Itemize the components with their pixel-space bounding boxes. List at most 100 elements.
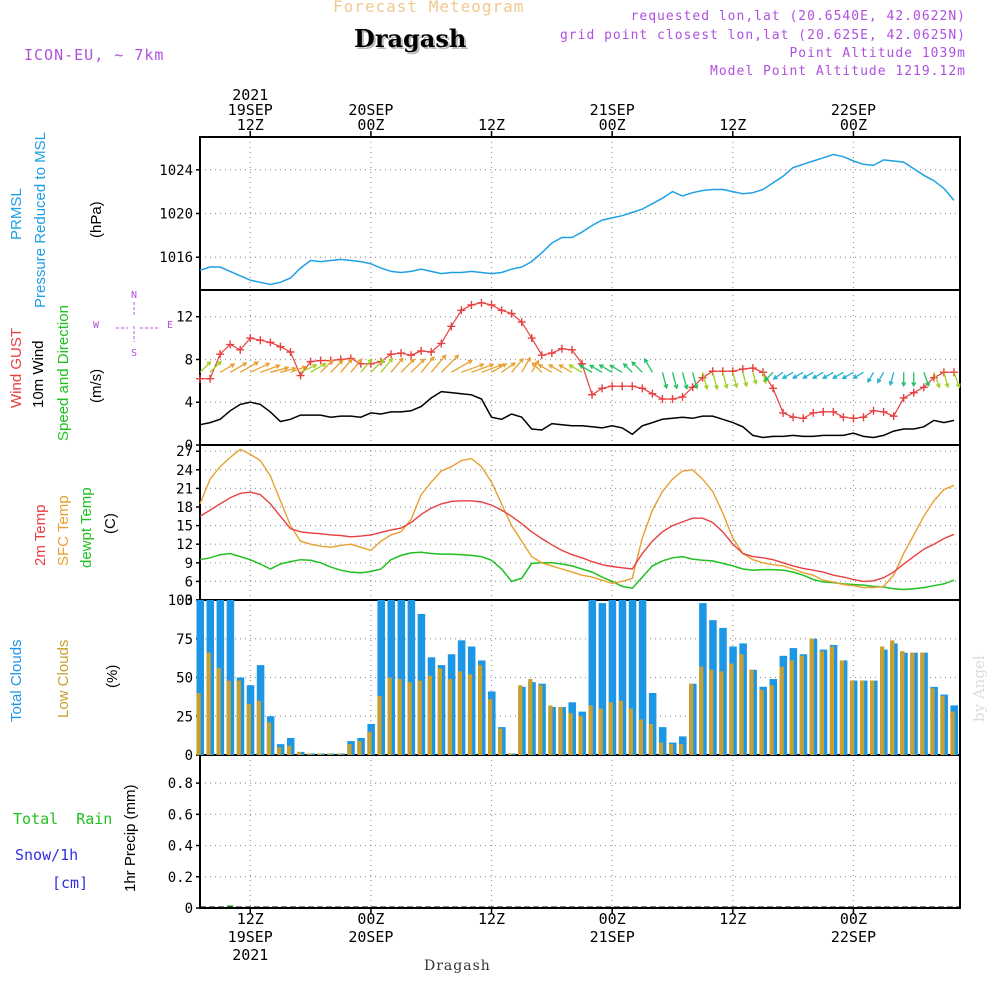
wind-direction-arrow — [501, 362, 516, 373]
compass-e: E — [167, 320, 174, 331]
wind-arrow-head — [534, 359, 540, 365]
precip-axis-label: 1hr Precip (mm) — [122, 784, 139, 892]
gust-marker — [909, 388, 918, 397]
wind-arrow-shaft — [842, 371, 854, 380]
wind-direction-arrow — [644, 357, 653, 373]
wind-direction-arrow — [521, 356, 531, 373]
low-cloud-bar — [538, 685, 543, 755]
gust-marker — [919, 383, 928, 392]
low-cloud-bar — [387, 677, 392, 755]
sfc-temp-line — [199, 448, 955, 589]
low-cloud-bar — [950, 711, 955, 755]
total-cloud-bar — [226, 600, 235, 755]
low-cloud-bar — [749, 669, 754, 755]
y-tick-label: 4 — [185, 395, 193, 411]
wind-arrow-head — [312, 364, 318, 369]
wind-arrow-shaft — [461, 363, 484, 373]
wind-direction-arrow — [320, 359, 334, 373]
low-cloud-bar — [668, 744, 674, 755]
wind-direction-arrow — [722, 372, 729, 390]
wind-direction-arrow — [732, 372, 739, 389]
gust-marker — [517, 318, 526, 327]
gust-marker — [849, 414, 858, 423]
low-cloud-bar — [508, 753, 513, 755]
wind-arrow-head — [441, 354, 447, 360]
gust-marker — [467, 300, 476, 309]
wind-direction-arrow — [511, 357, 524, 373]
wind-arrow-head — [338, 359, 344, 365]
wind-arrow-head — [216, 360, 222, 366]
low-cloud-bar — [769, 685, 774, 755]
pressure-line — [199, 153, 955, 286]
wind-direction-arrow — [531, 362, 543, 373]
low-cloud-bar — [648, 724, 654, 755]
gust-marker — [407, 351, 416, 360]
wind-arrow-shaft — [430, 354, 446, 373]
wind-arrow-shaft — [440, 354, 459, 373]
total-clouds-label: Total Clouds — [8, 639, 25, 722]
low-cloud-bar — [337, 753, 342, 755]
gust-marker — [256, 336, 265, 345]
wind-arrow-head — [347, 358, 353, 364]
bottom-time-label: 12Z — [719, 910, 746, 928]
wind-arrow-shaft — [521, 357, 531, 373]
wind-direction-arrow — [330, 359, 344, 373]
wind-arrow-shaft — [360, 359, 373, 373]
wind-arrow-head — [558, 364, 564, 369]
wind-arrow-head — [537, 364, 543, 369]
low-cloud-bar — [930, 688, 935, 755]
top-time-label: 21SEP — [590, 101, 635, 119]
gust-marker — [437, 339, 446, 348]
wind-direction-arrow — [249, 362, 271, 373]
wind-direction-arrow — [867, 371, 875, 384]
y-tick-label: 75 — [176, 632, 193, 648]
snow-unit-label: [cm] — [52, 874, 89, 892]
compass-icon — [116, 302, 160, 342]
wind-arrow-shaft — [832, 371, 844, 379]
gust-marker — [457, 306, 466, 315]
wind-arrow-shaft — [239, 361, 259, 373]
wind-arrow-head — [811, 374, 818, 379]
wind-arrow-shaft — [481, 364, 503, 373]
wind-arrow-shaft — [310, 363, 326, 373]
wind-direction-arrow — [702, 372, 709, 391]
wind-direction-arrow — [578, 364, 593, 373]
total-cloud-bar — [658, 727, 667, 755]
low-cloud-bar — [206, 652, 211, 755]
bottom-time-label: 20SEP — [348, 928, 393, 946]
sfc-temp-label: SFC Temp — [55, 495, 72, 566]
gust-marker — [748, 364, 757, 373]
low-cloud-bar — [457, 671, 463, 755]
wind-arrow-shaft — [877, 371, 885, 383]
gust-marker — [286, 348, 295, 356]
wind-direction-arrow — [270, 365, 290, 373]
y-tick-label: 0.6 — [168, 807, 193, 823]
wind-direction-arrow — [933, 372, 941, 389]
watermark: by Angel — [970, 655, 988, 722]
wind-arrow-head — [489, 363, 495, 368]
wind-direction-arrow — [199, 360, 212, 373]
y-tick-label: 8 — [185, 352, 193, 368]
low-cloud-bar — [628, 708, 633, 755]
gust-marker — [899, 393, 908, 402]
wind-arrow-head — [772, 374, 778, 380]
wind-direction-arrow — [420, 356, 435, 373]
low-cloud-bar — [477, 665, 483, 755]
low-clouds-label: Low Clouds — [55, 639, 72, 718]
wind-direction-arrow — [772, 371, 784, 380]
wind-direction-arrow — [229, 362, 248, 373]
low-cloud-bar — [377, 696, 382, 755]
wind-direction-arrow — [280, 366, 297, 373]
gust-marker — [588, 390, 597, 399]
wind-direction-arrow — [841, 371, 854, 380]
gust-marker — [829, 407, 838, 416]
product-title: Forecast Meteogram — [333, 0, 525, 16]
y-tick-label: 6 — [185, 574, 193, 590]
wind-direction-arrow — [943, 372, 950, 389]
wind-arrow-head — [781, 374, 788, 379]
low-cloud-bar — [417, 680, 422, 755]
wind-arrow-shaft — [280, 367, 296, 373]
wind-direction-arrow — [622, 362, 633, 373]
wind-arrow-head — [703, 384, 709, 391]
low-cloud-bar — [719, 671, 724, 755]
